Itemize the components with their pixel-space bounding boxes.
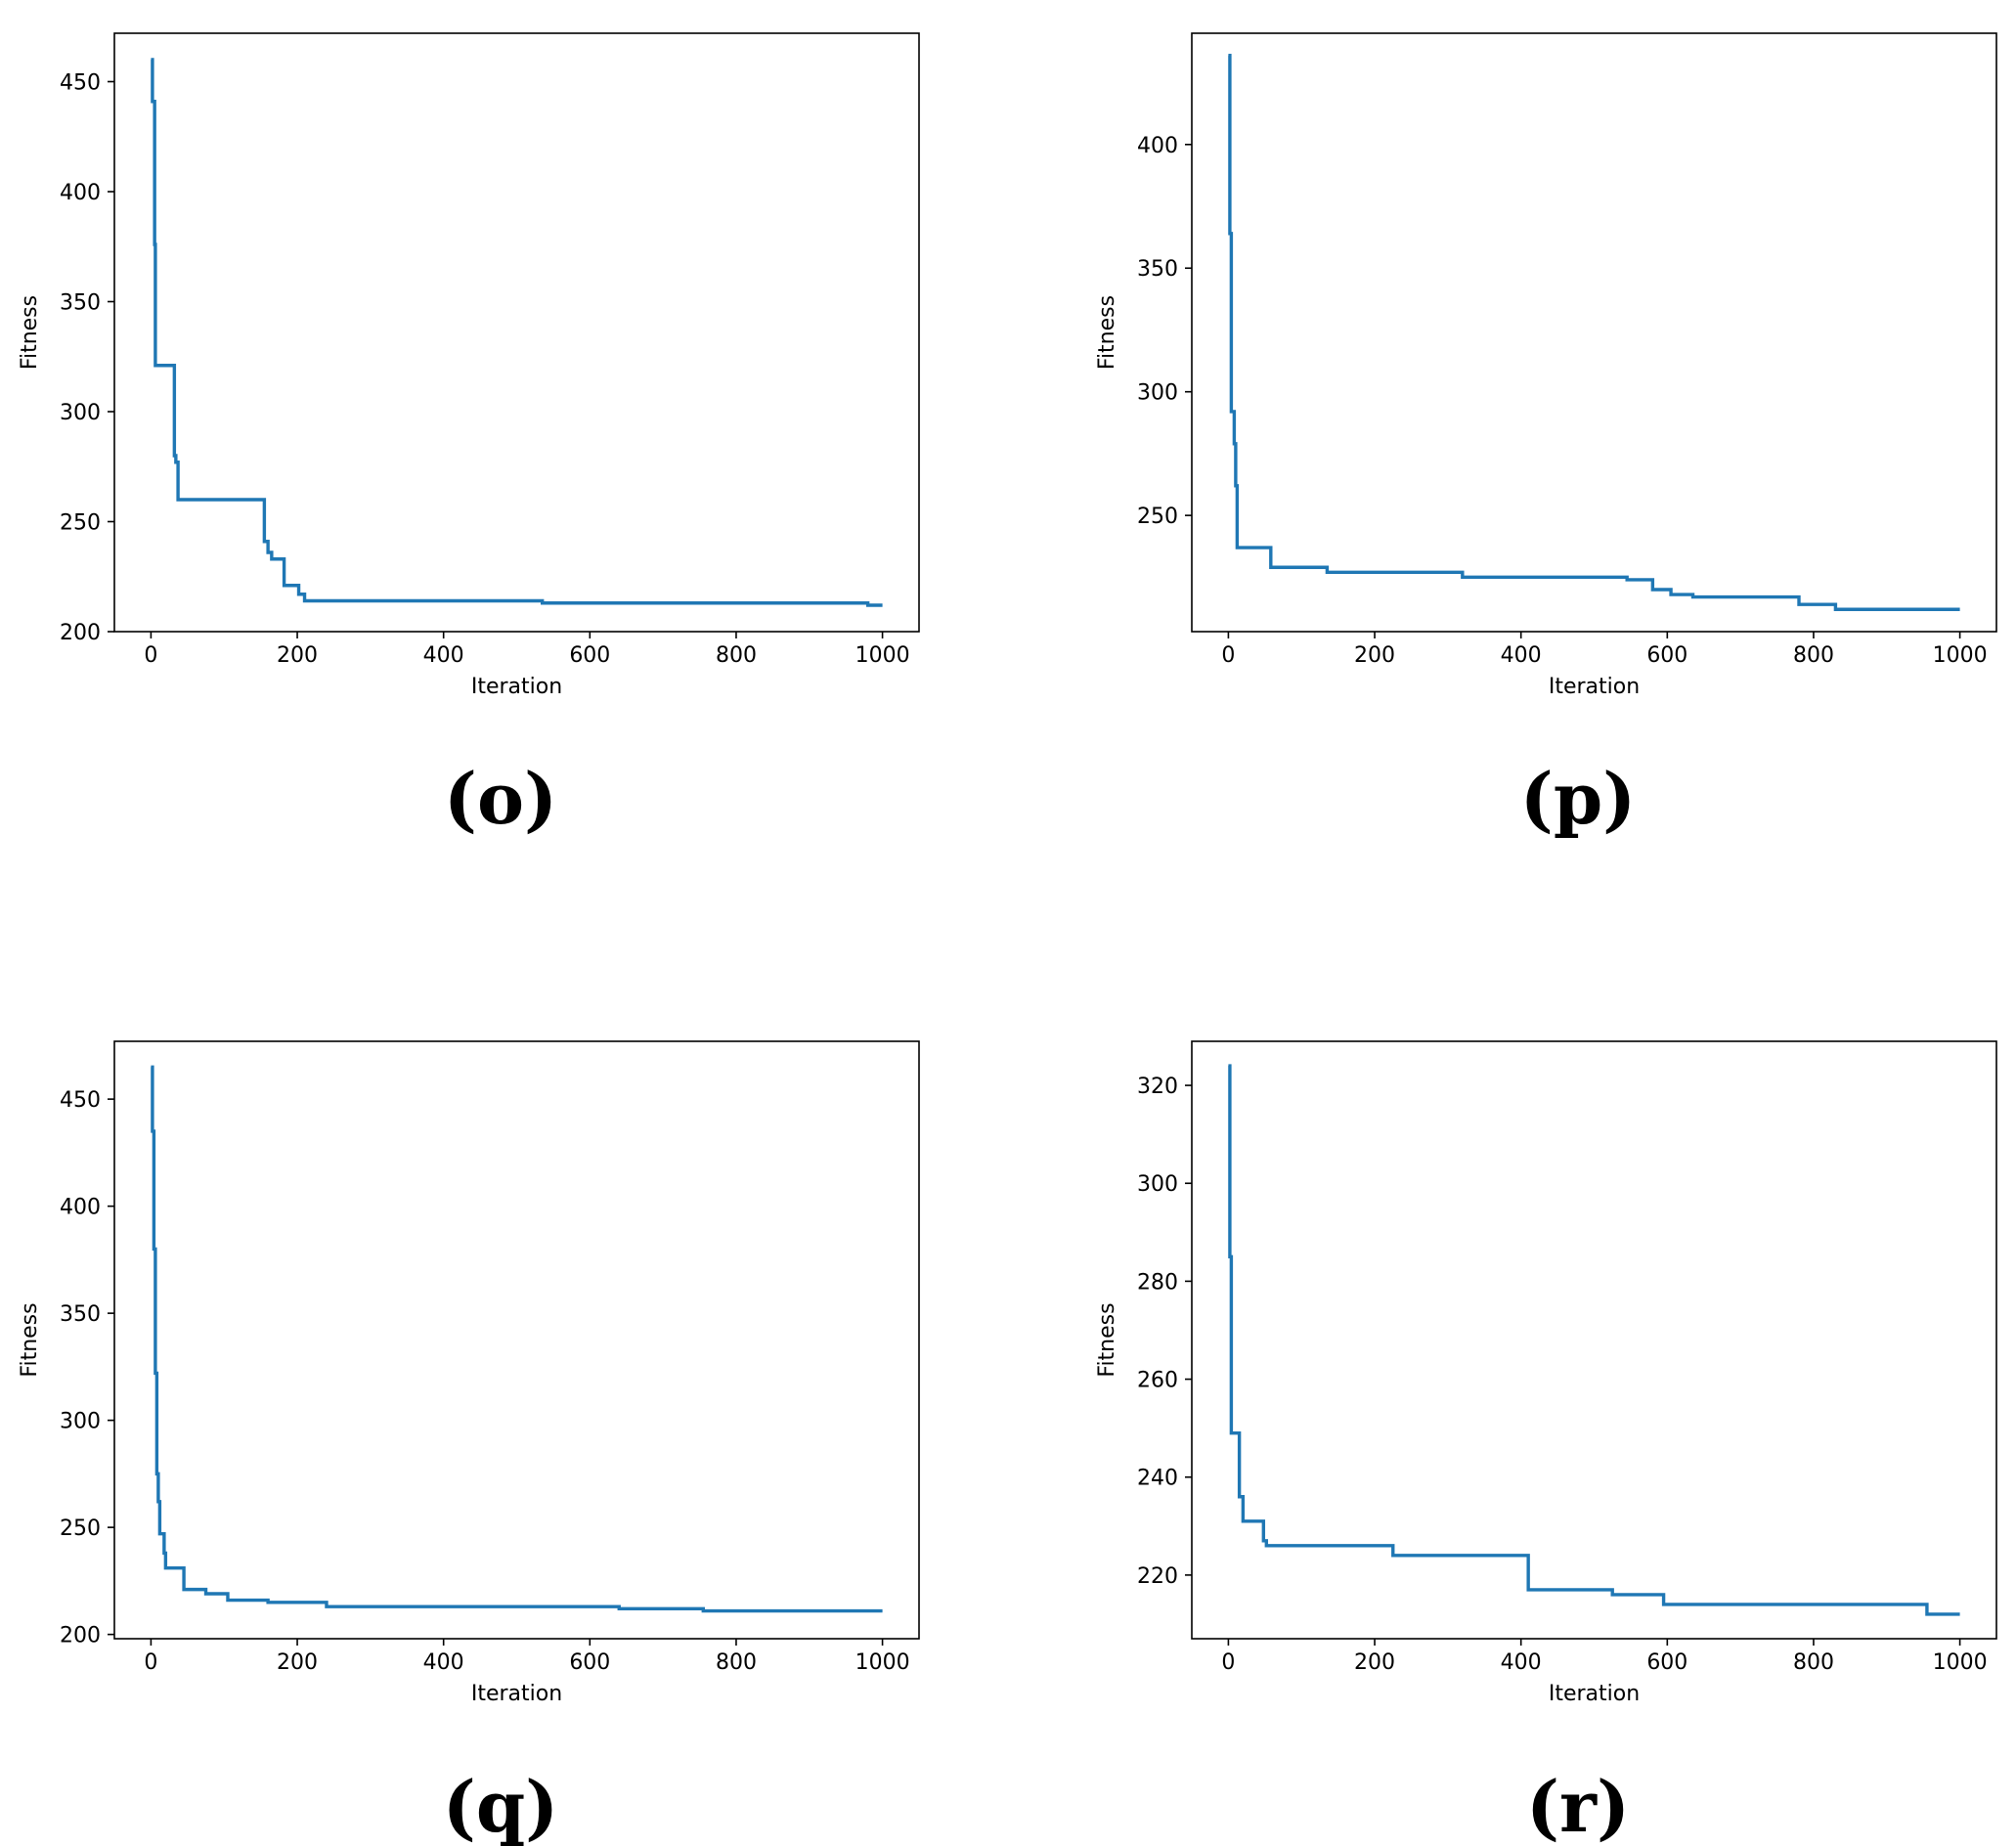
plot-frame bbox=[113, 1040, 920, 1640]
y-tick-label: 260 bbox=[1137, 1369, 1178, 1393]
x-tick-label: 1000 bbox=[855, 1650, 910, 1675]
y-tick-label: 250 bbox=[60, 511, 101, 536]
panel-label: (q) bbox=[443, 1765, 558, 1846]
y-tick-label: 450 bbox=[60, 71, 101, 96]
x-axis-label: Iteration bbox=[1549, 1682, 1640, 1706]
x-tick-label: 600 bbox=[1646, 1650, 1687, 1675]
y-tick-label: 400 bbox=[60, 1196, 101, 1220]
x-tick-label: 400 bbox=[1501, 643, 1542, 668]
y-tick-label: 200 bbox=[60, 1624, 101, 1648]
y-tick-label: 350 bbox=[60, 291, 101, 316]
x-tick-label: 0 bbox=[1221, 643, 1235, 668]
x-tick-label: 600 bbox=[1646, 643, 1687, 668]
x-tick-label: 1000 bbox=[1933, 643, 1988, 668]
plot-frame bbox=[113, 32, 920, 633]
series-line-1-1 bbox=[151, 58, 883, 607]
y-tick-label: 240 bbox=[1137, 1467, 1178, 1491]
x-axis-label: Iteration bbox=[471, 1682, 562, 1706]
panel-label: (r) bbox=[1526, 1765, 1630, 1846]
chart-panel-3: 0 200 400 600 800 1000 200 250 300 350 400 450 Itera… bbox=[18, 1040, 920, 1846]
chart-panel-2: 0 200 400 600 800 1000 250 300 350 400 Iteration Fi… bbox=[1095, 32, 1997, 840]
chart-panel-1: 0 200 400 600 800 1000 200 250 300 350 400 450 Itera… bbox=[18, 32, 920, 840]
x-tick-label: 0 bbox=[144, 1650, 157, 1675]
panel-label: (p) bbox=[1520, 757, 1636, 840]
y-tick-label: 450 bbox=[60, 1088, 101, 1113]
y-tick-label: 350 bbox=[60, 1302, 101, 1327]
panel-label: (o) bbox=[444, 757, 557, 840]
y-axis-label: Fitness bbox=[18, 295, 42, 370]
x-tick-label: 1000 bbox=[855, 643, 910, 668]
x-tick-label: 800 bbox=[716, 643, 757, 668]
plot-frame bbox=[1191, 32, 1997, 633]
y-tick-label: 400 bbox=[1137, 134, 1178, 158]
y-tick-label: 350 bbox=[1137, 257, 1178, 282]
x-tick-label: 800 bbox=[1793, 1650, 1834, 1675]
y-tick-label: 300 bbox=[60, 401, 101, 425]
series-line-2-1 bbox=[1228, 54, 1960, 611]
x-tick-label: 600 bbox=[569, 643, 610, 668]
y-tick-label: 300 bbox=[1137, 381, 1178, 406]
plot-frame bbox=[1191, 1040, 1997, 1640]
y-tick-label: 220 bbox=[1137, 1564, 1178, 1589]
x-tick-label: 800 bbox=[1793, 643, 1834, 668]
x-tick-label: 200 bbox=[1354, 1650, 1395, 1675]
x-tick-label: 400 bbox=[423, 643, 464, 668]
y-tick-label: 200 bbox=[60, 621, 101, 645]
y-tick-label: 320 bbox=[1137, 1075, 1178, 1099]
series-line-4-1 bbox=[1228, 1064, 1960, 1616]
series-line-3-1 bbox=[151, 1065, 883, 1613]
x-axis-label: Iteration bbox=[471, 675, 562, 699]
y-axis-label: Fitness bbox=[18, 1302, 42, 1377]
y-tick-label: 250 bbox=[1137, 505, 1178, 529]
x-tick-label: 200 bbox=[277, 1650, 318, 1675]
x-tick-label: 1000 bbox=[1933, 1650, 1988, 1675]
x-tick-label: 600 bbox=[569, 1650, 610, 1675]
x-tick-label: 400 bbox=[1501, 1650, 1542, 1675]
y-axis-label: Fitness bbox=[1095, 1302, 1119, 1377]
x-tick-label: 0 bbox=[1221, 1650, 1235, 1675]
y-tick-label: 250 bbox=[60, 1516, 101, 1541]
x-axis-label: Iteration bbox=[1549, 675, 1640, 699]
x-tick-label: 800 bbox=[716, 1650, 757, 1675]
x-tick-label: 200 bbox=[277, 643, 318, 668]
y-tick-label: 400 bbox=[60, 181, 101, 205]
y-axis-label: Fitness bbox=[1095, 295, 1119, 370]
x-tick-label: 400 bbox=[423, 1650, 464, 1675]
x-tick-label: 0 bbox=[144, 643, 157, 668]
chart-panel-4: 0 200 400 600 800 1000 220 240 260 280 300 320 Itera… bbox=[1095, 1040, 1997, 1846]
x-tick-label: 200 bbox=[1354, 643, 1395, 668]
y-tick-label: 280 bbox=[1137, 1270, 1178, 1295]
y-tick-label: 300 bbox=[1137, 1172, 1178, 1197]
y-tick-label: 300 bbox=[60, 1410, 101, 1434]
